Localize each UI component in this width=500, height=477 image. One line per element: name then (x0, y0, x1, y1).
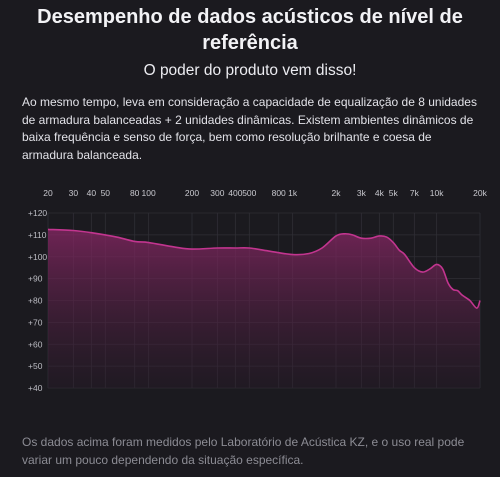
y-tick-label: +120 (28, 208, 47, 218)
x-tick-label: 40 (87, 188, 97, 198)
description-text: Ao mesmo tempo, leva em consideração a c… (22, 95, 477, 162)
response-curve (47, 228, 481, 309)
x-tick-label: 500 (242, 188, 256, 198)
x-tick-label: 20 (43, 188, 53, 198)
response-area (48, 229, 480, 388)
x-tick-label: 100 (142, 188, 156, 198)
x-tick-label: 1k (288, 188, 298, 198)
x-tick-label: 80 (130, 188, 140, 198)
y-tick-label: +110 (28, 230, 47, 240)
footnote-text: Os dados acima foram medidos pelo Labora… (22, 435, 465, 467)
x-tick-label: 200 (185, 188, 199, 198)
x-tick-label: 400 (228, 188, 242, 198)
x-tick-label: 800 (272, 188, 286, 198)
y-tick-label: +100 (28, 252, 47, 262)
x-tick-label: 20k (473, 188, 487, 198)
x-tick-label: 2k (332, 188, 342, 198)
x-tick-label: 7k (410, 188, 420, 198)
y-tick-label: +40 (28, 383, 43, 393)
frequency-response-chart: 20 30 40 50 80 100 200 300 400 500 800 1k 2k 3k 4k 5k 7k… (28, 188, 488, 393)
x-tick-label: 5k (389, 188, 399, 198)
y-tick-label: +80 (28, 296, 43, 306)
x-tick-label: 4k (375, 188, 385, 198)
y-tick-label: +90 (28, 274, 43, 284)
x-tick-label: 300 (210, 188, 224, 198)
x-tick-label: 50 (101, 188, 111, 198)
y-tick-label: +60 (28, 339, 43, 349)
page-title: Desempenho de dados acústicos de nível d… (37, 6, 463, 54)
x-tick-label: 3k (357, 188, 367, 198)
y-tick-label: +50 (28, 361, 43, 371)
y-axis-ticks: +120 +110 +100 +90 +80 +70 +60 +50 +40 (28, 208, 47, 393)
x-tick-label: 30 (69, 188, 79, 198)
y-tick-label: +70 (28, 317, 43, 327)
x-tick-label: 10k (430, 188, 444, 198)
page-subtitle: O poder do produto vem disso! (143, 62, 357, 79)
x-axis-ticks: 20 30 40 50 80 100 200 300 400 500 800 1k 2k 3k 4k 5k 7k… (43, 188, 487, 198)
